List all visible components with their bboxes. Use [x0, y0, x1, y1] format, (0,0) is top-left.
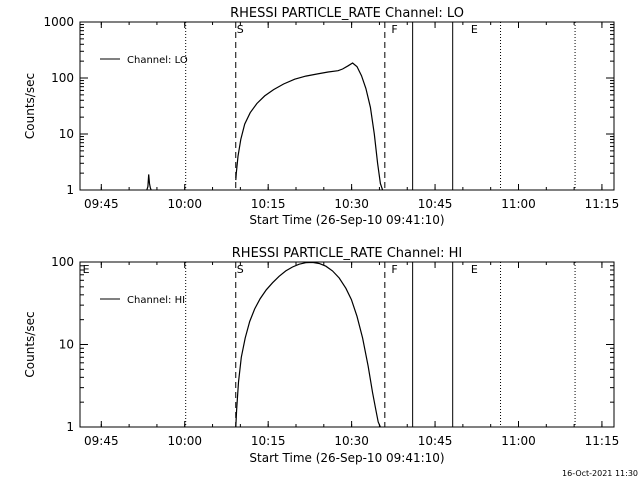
- x-tick-label: 11:15: [585, 434, 620, 448]
- y-tick-label: 10: [59, 127, 74, 141]
- x-tick-label: 10:30: [334, 434, 369, 448]
- y-axis-label: Counts/sec: [23, 73, 37, 139]
- panel-hi: RHESSI PARTICLE_RATE Channel: HI E S F E 09:4…: [23, 246, 619, 465]
- series-line: [146, 174, 152, 191]
- y-tick-label: 1: [66, 183, 74, 197]
- legend-label: Channel: HI: [127, 295, 185, 306]
- x-axis-label: Start Time (26-Sep-10 09:41:10): [249, 213, 444, 227]
- event-annotation-s: S: [237, 23, 244, 36]
- panel-lo: RHESSI PARTICLE_RATE Channel: LO S F E 09:45…: [23, 6, 619, 227]
- chart-title: RHESSI PARTICLE_RATE Channel: HI: [232, 246, 462, 261]
- x-tick-label: 10:45: [418, 197, 453, 211]
- x-tick-label: 10:15: [251, 434, 286, 448]
- x-tick-label: 11:00: [501, 197, 536, 211]
- x-tick-label: 10:30: [334, 197, 369, 211]
- series-line: [235, 261, 381, 428]
- y-tick-label: 100: [51, 255, 74, 269]
- x-tick-label: 11:15: [585, 197, 620, 211]
- event-annotation-e: E: [83, 263, 90, 276]
- y-tick-label: 1000: [43, 15, 74, 29]
- y-axis-label: Counts/sec: [23, 311, 37, 377]
- event-annotation-f: F: [391, 263, 397, 276]
- x-tick-label: 10:00: [167, 197, 202, 211]
- chart-title: RHESSI PARTICLE_RATE Channel: LO: [230, 6, 464, 21]
- event-annotation-e: E: [471, 263, 478, 276]
- event-annotation-e: E: [471, 23, 478, 36]
- y-tick-label: 10: [59, 338, 74, 352]
- legend-label: Channel: LO: [127, 55, 188, 66]
- x-tick-label: 09:45: [84, 197, 119, 211]
- timestamp: 16-Oct-2021 11:30: [562, 469, 638, 478]
- event-annotation-f: F: [391, 23, 397, 36]
- x-tick-label: 10:00: [167, 434, 202, 448]
- y-tick-label: 1: [66, 420, 74, 434]
- series-line: [235, 62, 384, 191]
- plot-frame: [79, 21, 615, 191]
- x-tick-label: 09:45: [84, 434, 119, 448]
- x-tick-label: 10:45: [418, 434, 453, 448]
- y-tick-label: 100: [51, 71, 74, 85]
- x-tick-label: 11:00: [501, 434, 536, 448]
- x-axis-label: Start Time (26-Sep-10 09:41:10): [249, 451, 444, 465]
- event-annotation-s: S: [237, 263, 244, 276]
- x-tick-label: 10:15: [251, 197, 286, 211]
